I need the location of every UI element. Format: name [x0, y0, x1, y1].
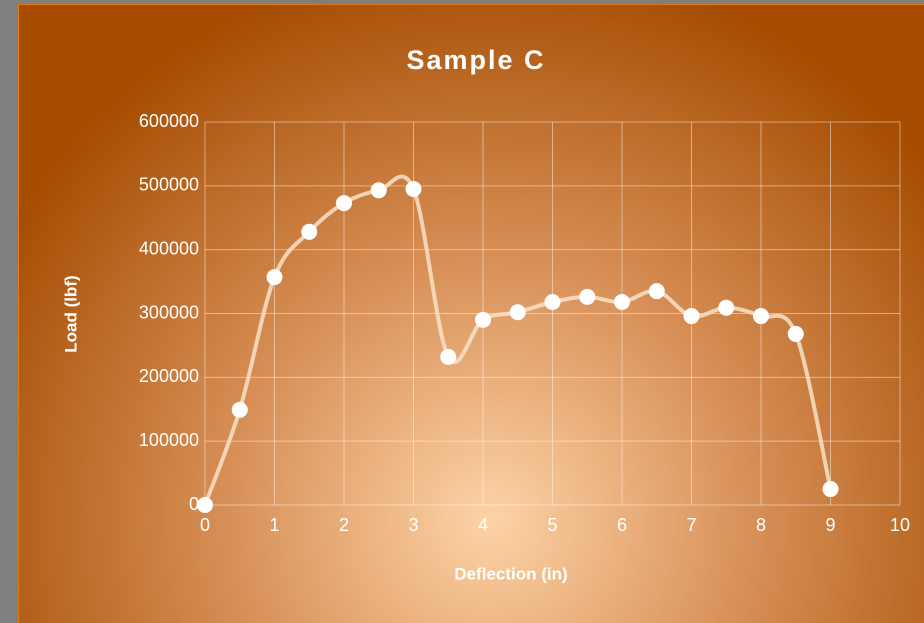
y-tick-label: 600000	[139, 111, 199, 131]
data-point	[405, 181, 422, 198]
x-tick-label: 3	[408, 515, 418, 535]
data-point	[231, 401, 248, 418]
x-axis-label: Deflection (in)	[454, 564, 567, 583]
y-tick-label: 500000	[139, 175, 199, 195]
chart-title: Sample C	[406, 45, 545, 75]
x-tick-label: 5	[547, 515, 557, 535]
y-tick-label: 100000	[139, 430, 199, 450]
data-point	[266, 269, 283, 286]
x-tick-label: 2	[339, 515, 349, 535]
data-point	[718, 299, 735, 316]
data-point	[683, 308, 700, 325]
x-tick-label: 1	[269, 515, 279, 535]
data-point	[197, 497, 213, 513]
y-tick-label: 400000	[139, 238, 199, 258]
data-point	[544, 294, 561, 311]
y-tick-label: 300000	[139, 302, 199, 322]
data-point	[648, 283, 665, 300]
data-point	[370, 182, 387, 199]
chart-area	[18, 4, 924, 623]
data-point	[822, 481, 839, 498]
data-point	[336, 195, 352, 212]
y-tick-label: 200000	[139, 366, 199, 386]
data-point	[440, 348, 457, 365]
x-tick-label: 0	[200, 515, 210, 535]
x-tick-label: 9	[825, 515, 835, 535]
data-point	[579, 288, 596, 305]
x-tick-label: 6	[617, 515, 627, 535]
data-point	[509, 304, 526, 321]
data-point	[475, 311, 491, 328]
x-tick-label: 8	[756, 515, 766, 535]
data-point	[753, 308, 769, 325]
x-tick-label: 10	[890, 515, 910, 535]
data-point	[301, 223, 318, 240]
data-point	[787, 325, 804, 342]
x-tick-label: 4	[478, 515, 488, 535]
y-tick-label: 0	[189, 494, 199, 514]
x-tick-label: 7	[686, 515, 696, 535]
data-point	[614, 294, 630, 311]
y-axis-label: Load (lbf)	[61, 275, 80, 352]
